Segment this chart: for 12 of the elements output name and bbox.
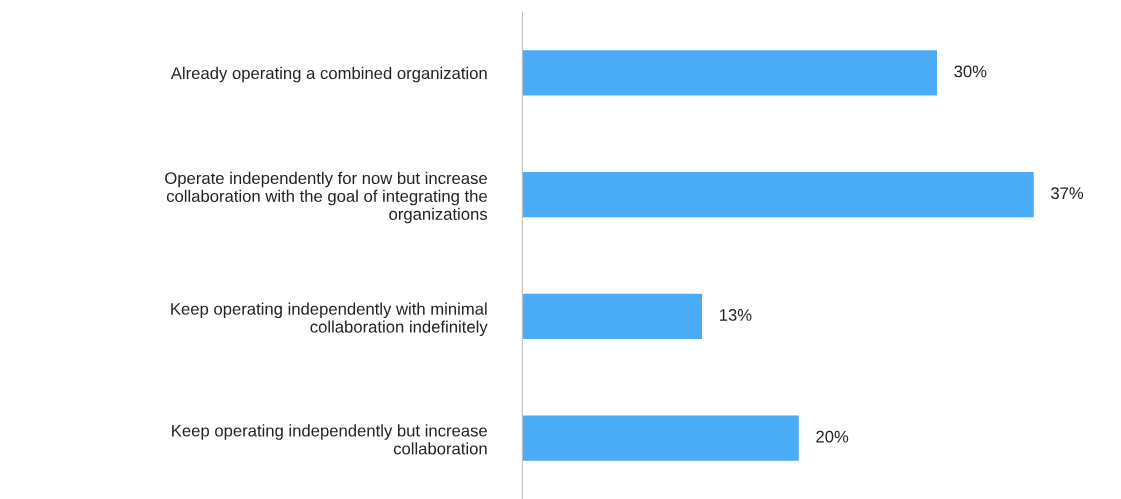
data-label: 13% bbox=[719, 309, 752, 321]
y-tick-label: Keep operating independently with minimal collaboration indefinitely bbox=[171, 302, 488, 337]
y-tick-label: Already operating a combined organization bbox=[170, 66, 487, 83]
bar bbox=[522, 293, 703, 339]
y-tick-label: Keep operating independently but increase collaboration bbox=[172, 424, 487, 455]
data-label: 20% bbox=[816, 430, 849, 443]
bar bbox=[522, 415, 799, 461]
bar bbox=[522, 172, 1034, 218]
y-tick-label: Operate independently for now but increase collaboration with the goal of integrating the organizations bbox=[165, 171, 488, 224]
bar bbox=[522, 50, 937, 96]
data-label: 30% bbox=[954, 65, 987, 78]
data-label: 37% bbox=[1051, 187, 1084, 200]
